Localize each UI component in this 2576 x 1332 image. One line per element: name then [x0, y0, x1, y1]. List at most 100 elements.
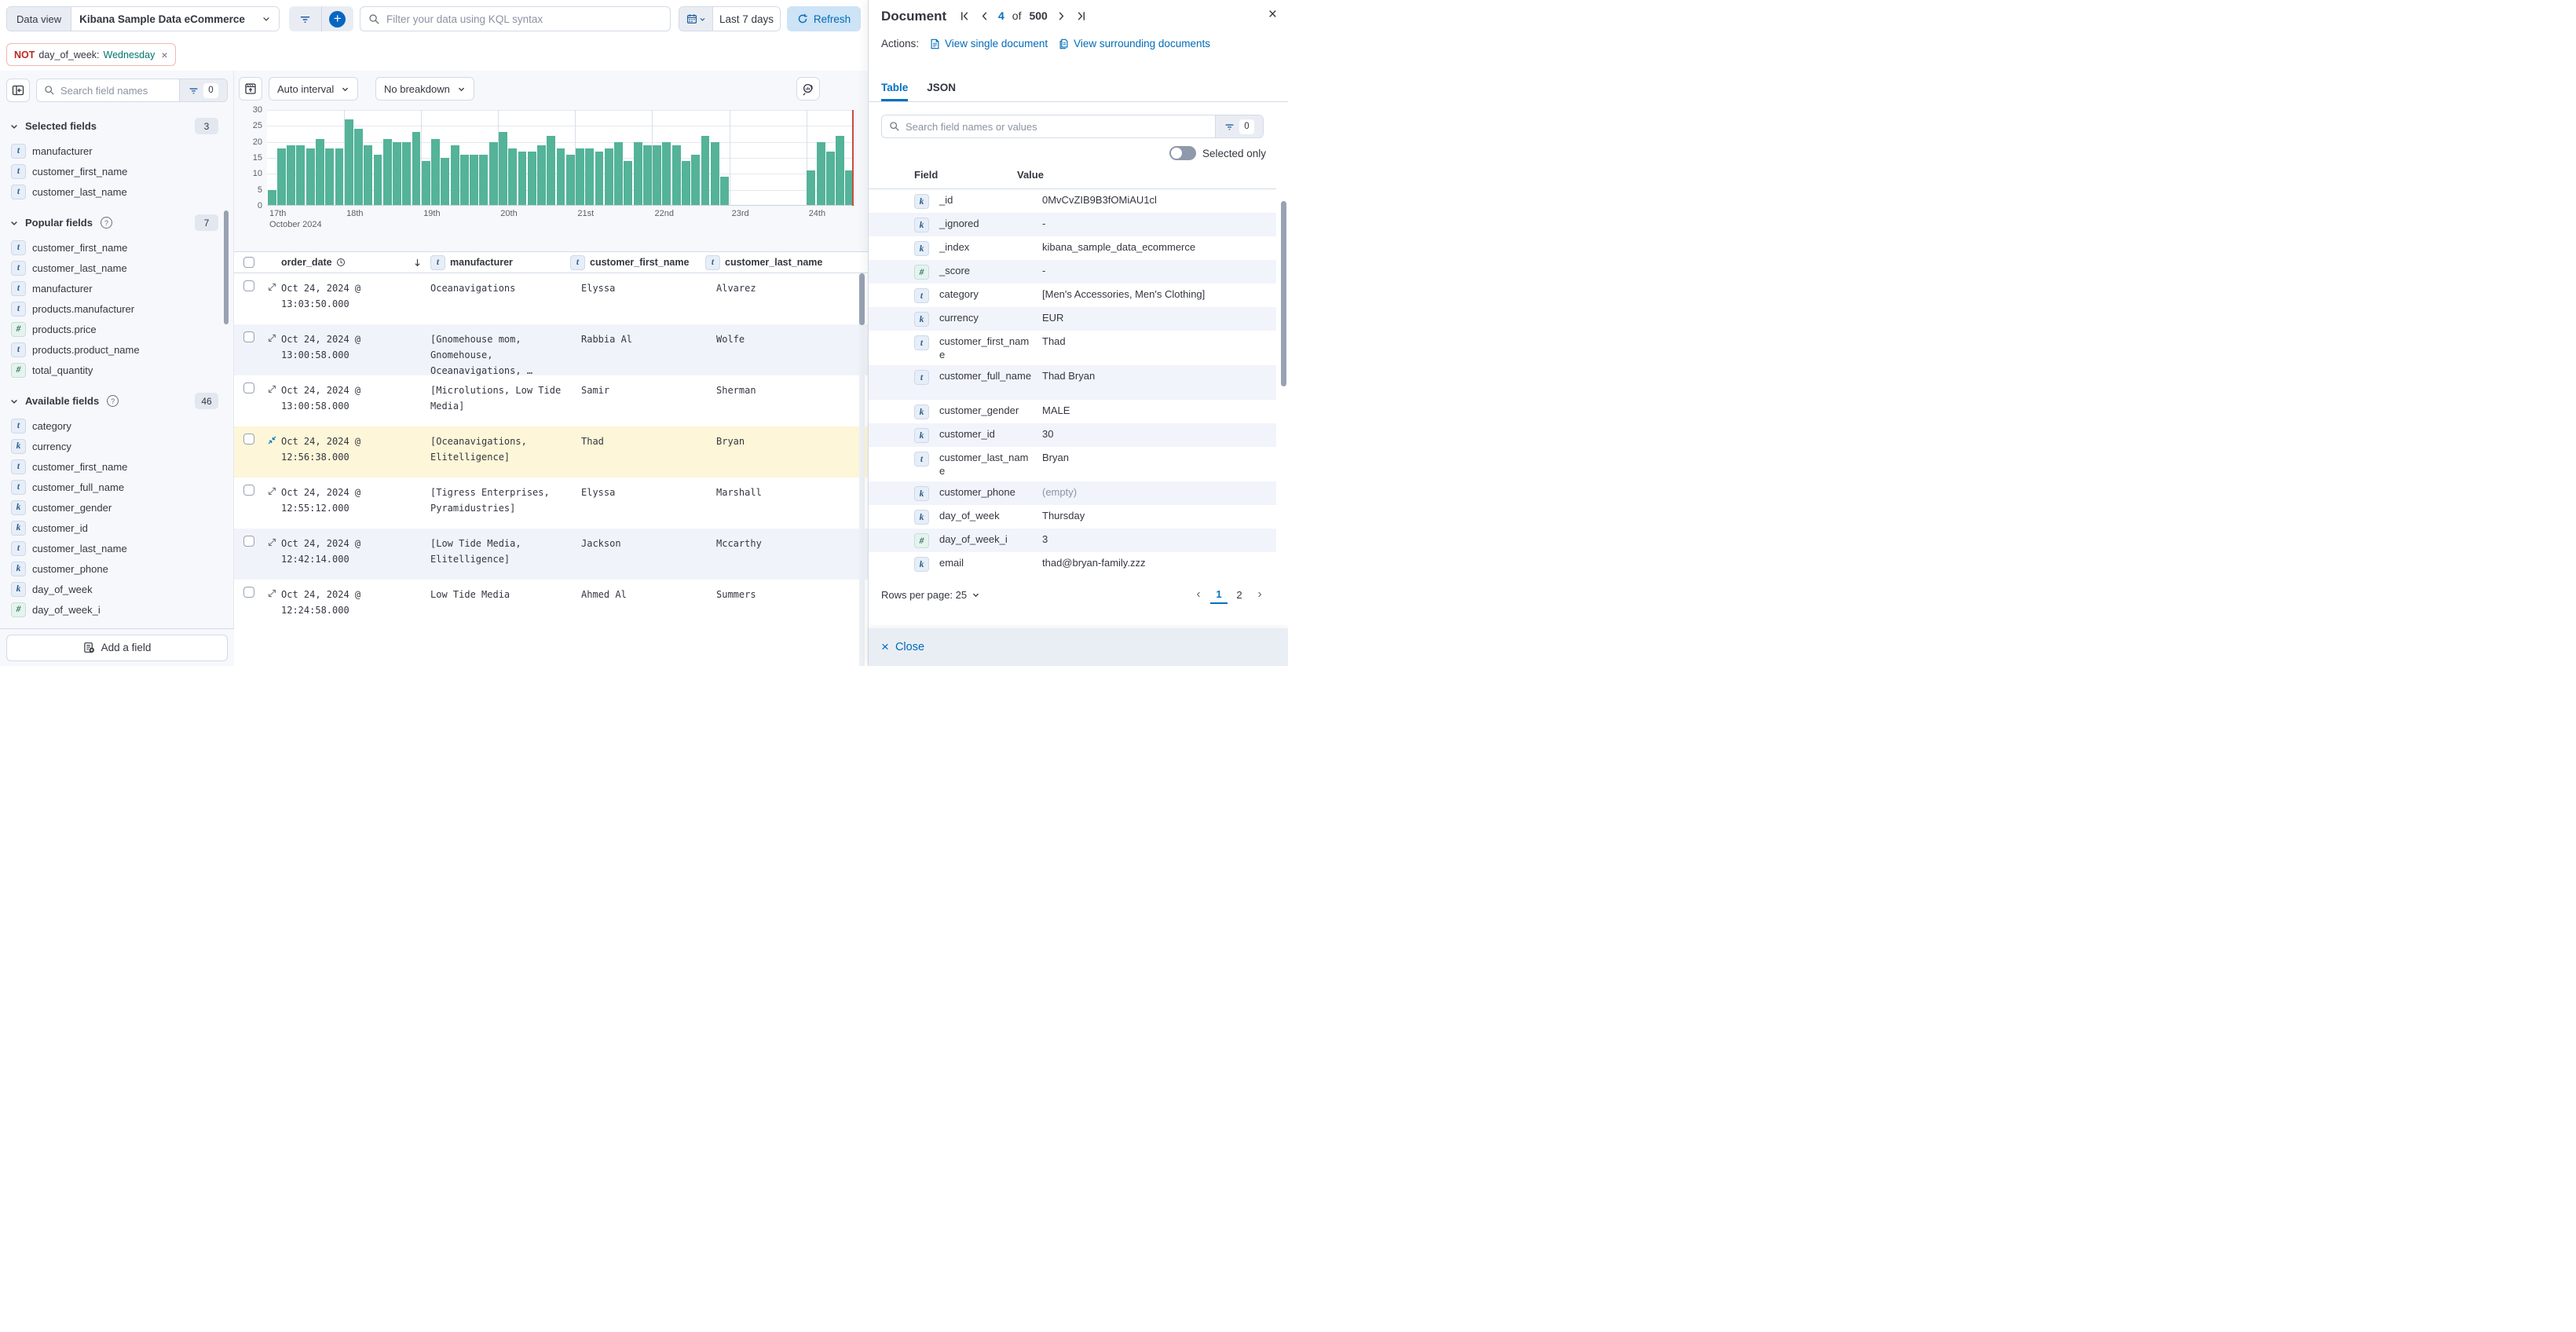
column-header-manufacturer[interactable]: t manufacturer [430, 255, 570, 270]
histogram-bar[interactable] [441, 158, 449, 205]
histogram-bar[interactable] [653, 145, 661, 205]
expand-document-icon[interactable] [262, 280, 281, 292]
table-row[interactable]: Oct 24, 2024 @ 12:24:58.000Low Tide Medi… [234, 580, 868, 631]
field-list-item[interactable]: tcustomer_last_name [6, 258, 221, 278]
field-value-row[interactable]: kcurrencyEUR [869, 307, 1276, 331]
field-value-row[interactable]: #day_of_week_i3 [869, 529, 1276, 552]
field-value-row[interactable]: tcustomer_first_nameThad [869, 331, 1276, 365]
histogram-bar[interactable] [711, 142, 719, 205]
field-value-row[interactable]: kcustomer_phone(empty) [869, 481, 1276, 505]
field-list-item[interactable]: #products.price [6, 319, 221, 339]
histogram-bar[interactable] [431, 139, 440, 205]
remove-filter-icon[interactable]: × [161, 49, 167, 61]
refresh-button[interactable]: Refresh [787, 6, 861, 31]
histogram-bar[interactable] [306, 148, 315, 205]
histogram-bar[interactable] [662, 142, 671, 205]
field-group-header[interactable]: Popular fields?7 [6, 213, 221, 237]
histogram-bar[interactable] [624, 161, 632, 205]
table-row[interactable]: Oct 24, 2024 @ 12:42:14.000[Low Tide Med… [234, 529, 868, 580]
field-list-item[interactable]: tcustomer_last_name [6, 538, 221, 558]
select-all-checkbox[interactable] [243, 257, 254, 268]
histogram-bar[interactable] [508, 148, 517, 205]
histogram-bar[interactable] [460, 155, 469, 205]
row-checkbox[interactable] [243, 382, 254, 393]
field-list-item[interactable]: tcustomer_last_name [6, 181, 221, 202]
histogram-bar[interactable] [720, 177, 729, 205]
field-value-row[interactable]: #_score- [869, 260, 1276, 284]
field-search-input[interactable]: Search field names 0 [36, 79, 228, 102]
field-value-row[interactable]: kcustomer_id30 [869, 423, 1276, 447]
histogram-bar[interactable] [354, 129, 363, 205]
field-list-item[interactable]: tcategory [6, 415, 221, 436]
breakdown-select[interactable]: No breakdown [375, 77, 474, 101]
add-filter-button[interactable]: + [321, 6, 354, 31]
histogram-bar[interactable] [807, 170, 815, 205]
histogram-bar[interactable] [557, 148, 565, 205]
saved-query-menu-button[interactable] [289, 6, 321, 31]
histogram-bar[interactable] [374, 155, 382, 205]
field-list-item[interactable]: tproducts.product_name [6, 339, 221, 360]
histogram-bar[interactable] [287, 145, 295, 205]
histogram-chart[interactable]: 05101520253017thOctober 202418th19th20th… [267, 110, 854, 206]
field-value-row[interactable]: k_indexkibana_sample_data_ecommerce [869, 236, 1276, 260]
row-checkbox[interactable] [243, 536, 254, 547]
histogram-bar[interactable] [585, 148, 594, 205]
add-field-button[interactable]: Add a field [6, 635, 228, 661]
edit-visualization-button[interactable] [796, 77, 820, 101]
row-checkbox[interactable] [243, 280, 254, 291]
flyout-scrollbar-thumb[interactable] [1281, 201, 1286, 386]
page-prev-icon[interactable]: ‹ [1190, 586, 1207, 603]
histogram-bar[interactable] [547, 136, 555, 205]
expand-document-icon[interactable] [262, 485, 281, 496]
field-list-item[interactable]: kcurrency [6, 436, 221, 456]
flyout-tab-json[interactable]: JSON [927, 82, 956, 101]
expand-document-icon[interactable] [262, 434, 281, 445]
table-scrollbar-thumb[interactable] [859, 273, 865, 325]
flyout-rows-per-page-button[interactable]: Rows per page: 25 [881, 589, 980, 601]
histogram-bar[interactable] [836, 136, 844, 205]
histogram-bar[interactable] [499, 132, 507, 205]
field-value-row[interactable]: tcustomer_full_nameThad Bryan [869, 365, 1276, 400]
field-value-row[interactable]: k_id0MvCvZIB9B3fOMiAU1cl [869, 189, 1276, 213]
kql-search-input[interactable]: Filter your data using KQL syntax [360, 6, 671, 31]
histogram-bar[interactable] [383, 139, 392, 205]
chart-options-button[interactable] [239, 77, 262, 101]
column-header-customer-first-name[interactable]: t customer_first_name [570, 255, 705, 270]
field-value-row[interactable]: kday_of_weekThursday [869, 505, 1276, 529]
date-picker-menu-button[interactable] [679, 7, 713, 31]
page-number-2[interactable]: 2 [1231, 586, 1248, 603]
field-list-item[interactable]: tcustomer_first_name [6, 161, 221, 181]
page-next-icon[interactable]: › [1251, 586, 1268, 603]
field-value-row[interactable]: k_ignored- [869, 213, 1276, 236]
histogram-bar[interactable] [335, 148, 344, 205]
table-scrollbar-track[interactable] [859, 273, 865, 666]
histogram-bar[interactable] [412, 132, 421, 205]
histogram-bar[interactable] [393, 142, 401, 205]
time-range-value[interactable]: Last 7 days [713, 7, 780, 31]
field-filter-button[interactable]: 0 [179, 79, 227, 101]
flyout-search-input[interactable]: Search field names or values 0 [881, 115, 1264, 138]
field-list-item[interactable]: tcustomer_first_name [6, 456, 221, 477]
field-value-row[interactable]: kemailthad@bryan-family.zzz [869, 552, 1276, 576]
row-checkbox[interactable] [243, 587, 254, 598]
page-number-1[interactable]: 1 [1210, 585, 1228, 604]
field-list-item[interactable]: tmanufacturer [6, 278, 221, 298]
field-list-item[interactable]: kcustomer_phone [6, 558, 221, 579]
histogram-bar[interactable] [402, 142, 411, 205]
row-checkbox[interactable] [243, 331, 254, 342]
sidebar-scrollbar[interactable] [224, 210, 229, 324]
next-doc-icon[interactable] [1056, 10, 1067, 22]
histogram-bar[interactable] [595, 152, 604, 205]
histogram-bar[interactable] [817, 142, 825, 205]
row-checkbox[interactable] [243, 485, 254, 496]
field-value-row[interactable]: tcategory[Men's Accessories, Men's Cloth… [869, 284, 1276, 307]
field-list-item[interactable]: kday_of_week [6, 579, 221, 599]
view-single-document-link[interactable]: View single document [930, 38, 1048, 49]
histogram-bar[interactable] [576, 148, 584, 205]
histogram-bar[interactable] [325, 148, 334, 205]
selected-only-toggle[interactable] [1169, 146, 1196, 160]
field-list-item[interactable]: kcustomer_gender [6, 497, 221, 518]
histogram-bar[interactable] [489, 142, 498, 205]
histogram-bar[interactable] [470, 155, 478, 205]
column-header-customer-last-name[interactable]: t customer_last_name [705, 255, 823, 270]
